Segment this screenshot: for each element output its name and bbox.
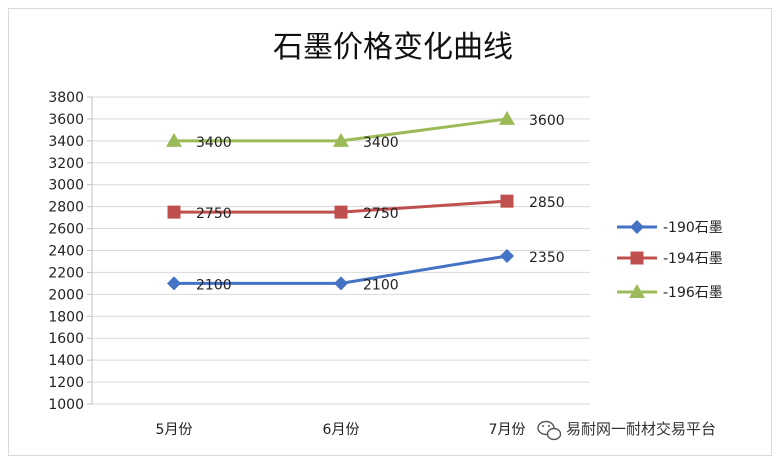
series--190石墨: [167, 248, 514, 291]
data-point: [167, 205, 181, 219]
x-axis-ticks: 5月份 6月份 7月份: [156, 422, 526, 438]
data-point: [333, 132, 349, 147]
data-label: 2750: [196, 206, 232, 222]
y-tick-label: 1400: [48, 353, 84, 369]
y-tick-label: 2000: [48, 287, 84, 303]
data-point: [166, 132, 182, 147]
y-tick-label: 3600: [48, 112, 84, 128]
data-label: 2350: [529, 250, 565, 266]
data-label: 2100: [196, 277, 232, 293]
legend-label: -190石墨: [663, 220, 723, 236]
y-tick-label: 1200: [48, 375, 84, 391]
data-point: [334, 276, 348, 291]
legend-item: -196石墨: [617, 284, 723, 301]
y-tick-label: 2400: [48, 244, 84, 260]
series--194石墨: [167, 194, 514, 219]
data-labels: 2100 2100 2350 2750 2750 2850 3400 3400 3600: [196, 113, 565, 293]
y-tick-label: 1600: [48, 331, 84, 347]
wechat-icon: [537, 420, 562, 441]
data-point: [500, 248, 514, 263]
y-tick-label: 3800: [48, 90, 84, 106]
series-layer: [166, 110, 515, 291]
legend-item: -194石墨: [617, 251, 723, 267]
data-label: 3400: [363, 135, 399, 151]
data-label: 2100: [363, 277, 399, 293]
series--196石墨: [166, 110, 515, 147]
watermark-text: 易耐网一耐材交易平台: [566, 420, 716, 438]
watermark: 易耐网一耐材交易平台: [537, 420, 716, 441]
y-tick-label: 3400: [48, 134, 84, 150]
data-label: 3600: [529, 113, 565, 129]
chart-title: 石墨价格变化曲线: [273, 30, 513, 65]
data-point: [167, 276, 181, 291]
y-tick-label: 3000: [48, 178, 84, 194]
x-tick-label: 6月份: [323, 422, 360, 438]
data-point: [499, 110, 515, 125]
data-label: 2750: [363, 206, 399, 222]
legend-item: -190石墨: [617, 220, 723, 236]
y-tick-label: 2800: [48, 200, 84, 216]
chart-frame: [8, 8, 772, 456]
legend-label: -196石墨: [663, 285, 723, 301]
y-tick-label: 3200: [48, 156, 84, 172]
y-tick-label: 2600: [48, 222, 84, 238]
y-tick-label: 2200: [48, 265, 84, 281]
data-point: [629, 284, 645, 298]
y-tick-label: 1000: [48, 397, 84, 413]
legend: -190石墨 -194石墨 -196石墨: [617, 220, 723, 301]
data-label: 2850: [529, 195, 565, 211]
data-point: [630, 251, 644, 265]
data-point: [334, 205, 348, 219]
y-tick-label: 1800: [48, 309, 84, 325]
data-point: [500, 194, 514, 208]
x-tick-label: 5月份: [156, 422, 193, 438]
data-point: [630, 220, 644, 234]
data-label: 3400: [196, 135, 232, 151]
y-axis-ticks: 1000 1200 1400 1600 1800 2000 2200 2400 2600 2800…: [48, 90, 84, 413]
x-tick-label: 7月份: [489, 422, 526, 438]
legend-label: -194石墨: [663, 251, 723, 267]
